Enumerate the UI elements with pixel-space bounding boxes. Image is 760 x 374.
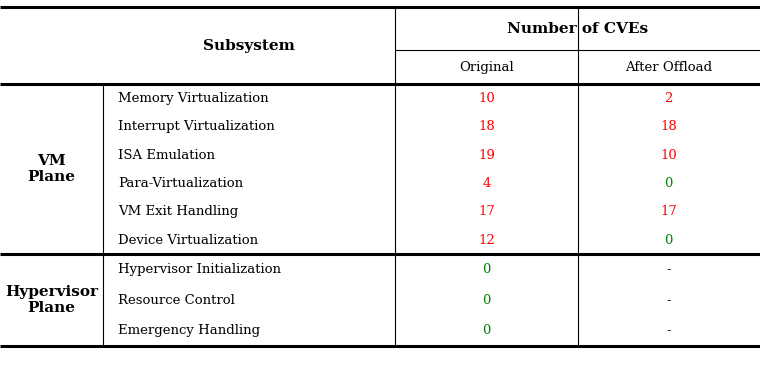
Text: VM
Plane: VM Plane — [27, 154, 75, 184]
Text: -: - — [667, 324, 671, 337]
Text: 17: 17 — [478, 205, 495, 218]
Text: 0: 0 — [482, 263, 491, 276]
Text: 19: 19 — [478, 148, 495, 162]
Text: VM Exit Handling: VM Exit Handling — [118, 205, 238, 218]
Text: Device Virtualization: Device Virtualization — [118, 234, 258, 246]
Text: 10: 10 — [478, 92, 495, 105]
Text: 0: 0 — [664, 177, 673, 190]
Text: Subsystem: Subsystem — [203, 39, 295, 53]
Text: 4: 4 — [482, 177, 491, 190]
Text: 18: 18 — [478, 120, 495, 133]
Text: 12: 12 — [478, 234, 495, 246]
Text: Hypervisor
Plane: Hypervisor Plane — [5, 285, 98, 315]
Text: Memory Virtualization: Memory Virtualization — [118, 92, 268, 105]
Text: 10: 10 — [660, 148, 677, 162]
Text: Number of CVEs: Number of CVEs — [507, 22, 648, 36]
Text: Original: Original — [459, 61, 514, 74]
Text: Resource Control: Resource Control — [118, 294, 235, 307]
Text: Hypervisor Initialization: Hypervisor Initialization — [118, 263, 280, 276]
Text: -: - — [667, 263, 671, 276]
Text: Interrupt Virtualization: Interrupt Virtualization — [118, 120, 274, 133]
Text: 0: 0 — [482, 294, 491, 307]
Text: -: - — [667, 294, 671, 307]
Text: After Offload: After Offload — [625, 61, 712, 74]
Text: 0: 0 — [482, 324, 491, 337]
Text: Para-Virtualization: Para-Virtualization — [118, 177, 243, 190]
Text: ISA Emulation: ISA Emulation — [118, 148, 215, 162]
Text: 0: 0 — [664, 234, 673, 246]
Text: 2: 2 — [664, 92, 673, 105]
Text: 17: 17 — [660, 205, 677, 218]
Text: 18: 18 — [660, 120, 677, 133]
Text: Emergency Handling: Emergency Handling — [118, 324, 260, 337]
